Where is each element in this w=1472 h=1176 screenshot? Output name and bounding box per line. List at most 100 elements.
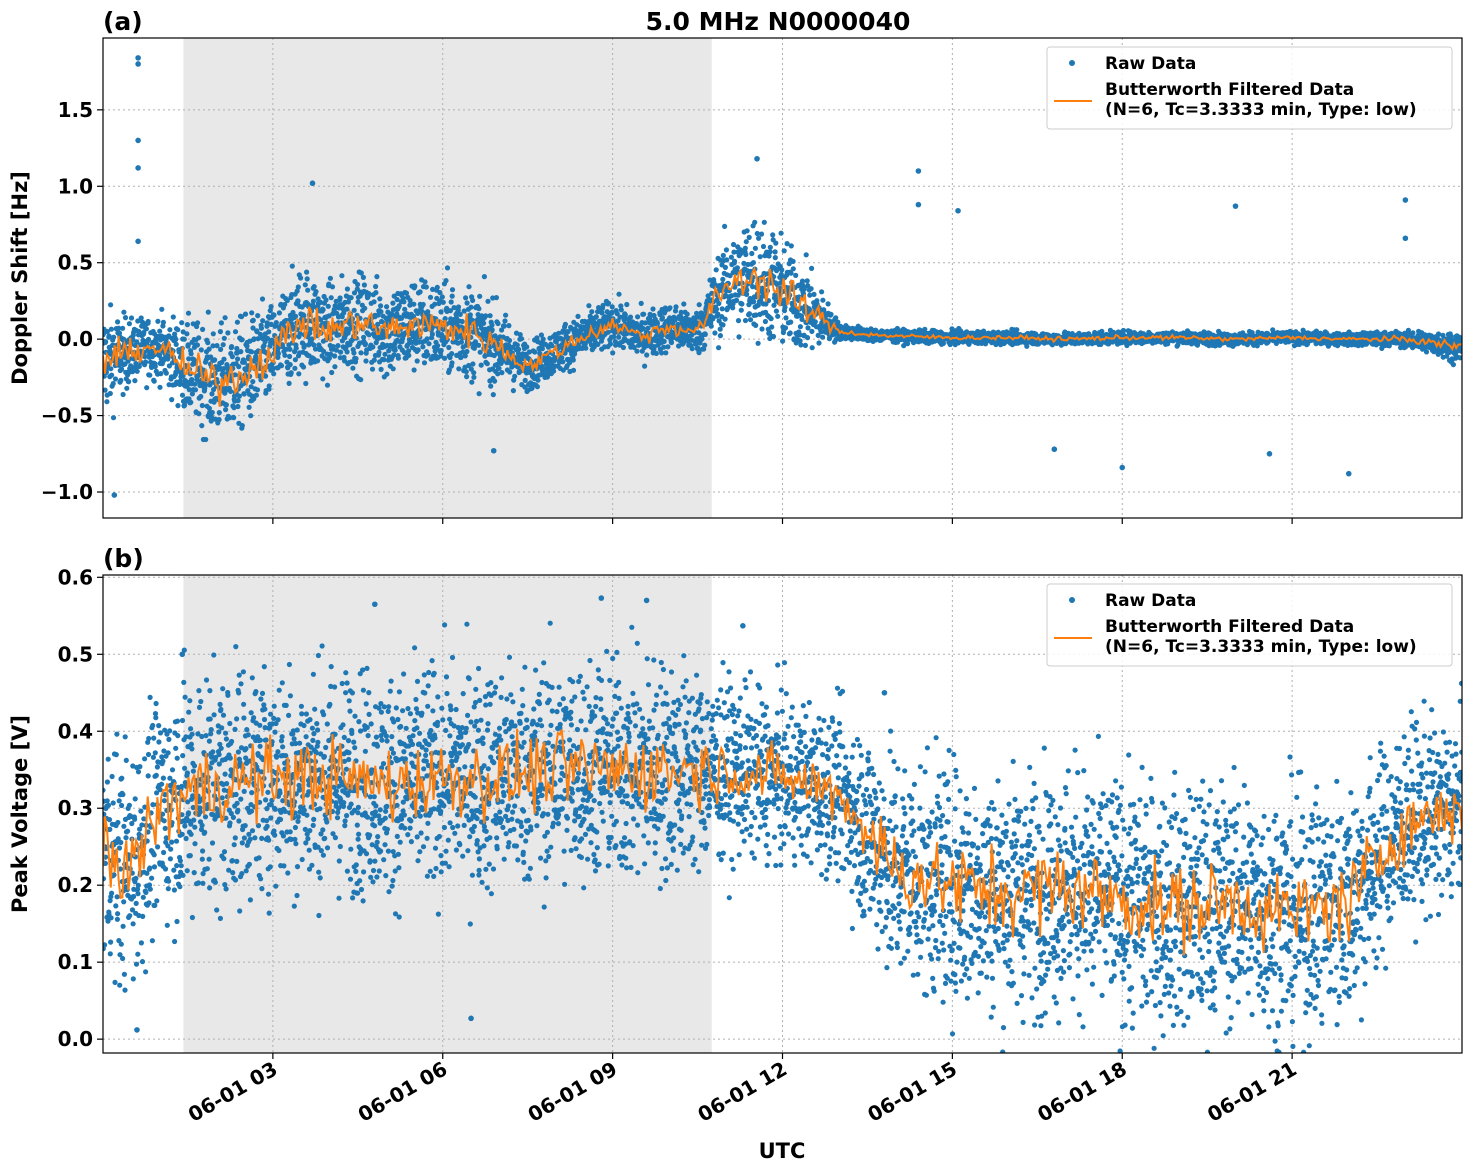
raw-data-point (119, 367, 124, 372)
raw-data-point (732, 259, 737, 264)
raw-data-point (372, 299, 377, 304)
raw-data-point (189, 377, 194, 382)
raw-data-point (816, 340, 821, 345)
raw-data-point (619, 307, 624, 312)
raw-data-point (218, 329, 223, 334)
raw-data-point (641, 312, 646, 317)
raw-data-point (260, 318, 265, 323)
raw-data-point (610, 350, 615, 355)
raw-data-point (449, 351, 454, 356)
raw-data-point (320, 376, 325, 381)
raw-data-point (390, 301, 395, 306)
raw-data-point (464, 369, 469, 374)
raw-data-point (362, 306, 367, 311)
raw-data-point (788, 320, 793, 325)
raw-data-point (420, 344, 425, 349)
raw-data-point (179, 320, 184, 325)
raw-data-point (294, 346, 299, 351)
raw-data-point (159, 307, 164, 312)
raw-data-point (430, 332, 435, 337)
raw-data-point (296, 371, 301, 376)
raw-data-point (482, 274, 487, 279)
raw-data-point (135, 369, 140, 374)
raw-data-point (753, 246, 758, 251)
raw-data-point (673, 304, 678, 309)
raw-data-point (442, 356, 447, 361)
raw-data-point (255, 387, 260, 392)
raw-data-point (363, 358, 368, 363)
raw-data-point (798, 324, 803, 329)
raw-data-point (293, 314, 298, 319)
raw-data-point (723, 265, 728, 270)
raw-data-point (759, 232, 764, 237)
raw-data-point (654, 351, 659, 356)
raw-data-point (805, 325, 810, 330)
raw-data-point (476, 343, 481, 348)
raw-data-point (809, 266, 814, 271)
raw-data-point (120, 326, 125, 331)
raw-data-point (370, 367, 375, 372)
raw-data-point (571, 357, 576, 362)
raw-data-point (751, 299, 756, 304)
chart-title: 5.0 MHz N0000040 (646, 7, 911, 36)
raw-data-point (305, 276, 310, 281)
raw-data-point (714, 267, 719, 272)
raw-data-point (195, 320, 200, 325)
raw-data-point (780, 339, 785, 344)
raw-data-point (277, 310, 282, 315)
raw-data-point (401, 299, 406, 304)
raw-data-point (330, 284, 335, 289)
raw-data-point (828, 312, 833, 317)
raw-data-point (396, 356, 401, 361)
raw-data-point (127, 321, 132, 326)
raw-data-point (464, 349, 469, 354)
raw-data-point (129, 315, 134, 320)
raw-data-point (791, 266, 796, 271)
raw-data-point (182, 337, 187, 342)
raw-data-point (152, 379, 157, 384)
raw-data-point (164, 371, 169, 376)
raw-data-point (158, 371, 163, 376)
raw-data-point (222, 336, 227, 341)
raw-data-point (948, 342, 953, 347)
raw-data-point (338, 350, 343, 355)
raw-data-point (233, 329, 238, 334)
raw-data-point (269, 304, 274, 309)
raw-data-point (519, 336, 524, 341)
raw-data-point (748, 317, 753, 322)
raw-data-point (439, 348, 444, 353)
raw-data-point (499, 370, 504, 375)
raw-data-point (769, 316, 774, 321)
raw-data-point (274, 320, 279, 325)
raw-data-point (716, 345, 721, 350)
raw-data-point (820, 298, 825, 303)
raw-data-point (391, 366, 396, 371)
raw-data-point (195, 342, 200, 347)
raw-data-point (718, 333, 723, 338)
raw-data-point (477, 294, 482, 299)
raw-data-point (469, 380, 474, 385)
raw-data-point (721, 253, 726, 258)
raw-data-point (779, 231, 784, 236)
raw-data-point (373, 284, 378, 289)
raw-data-point (248, 413, 253, 418)
raw-data-point (147, 373, 152, 378)
raw-data-point (635, 314, 640, 319)
raw-data-point (747, 311, 752, 316)
raw-data-point (470, 298, 475, 303)
raw-data-point (301, 364, 306, 369)
raw-data-point (106, 333, 111, 338)
raw-data-point (393, 348, 398, 353)
raw-data-point (412, 367, 417, 372)
raw-data-point (446, 345, 451, 350)
raw-data-point (186, 311, 191, 316)
raw-data-point (290, 264, 295, 269)
raw-data-point (466, 284, 471, 289)
raw-data-point (665, 344, 670, 349)
raw-data-point (793, 273, 798, 278)
raw-data-point (352, 308, 357, 313)
raw-data-point (428, 295, 433, 300)
raw-data-point (188, 400, 193, 405)
raw-data-point (524, 344, 529, 349)
